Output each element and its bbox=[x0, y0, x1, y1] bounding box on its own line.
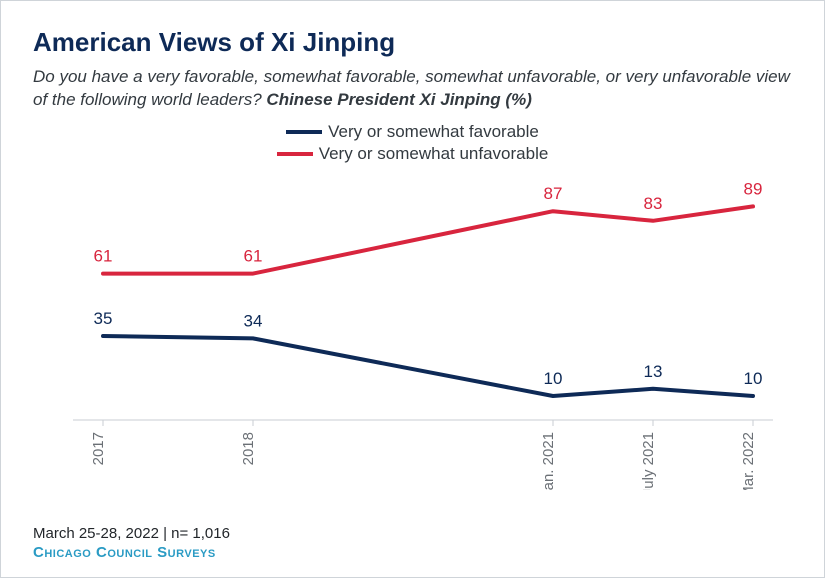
legend-label-unfavorable: Very or somewhat unfavorable bbox=[319, 144, 549, 164]
legend-swatch-unfavorable bbox=[277, 152, 313, 156]
x-axis-label: 2018 bbox=[240, 432, 257, 465]
line-chart-svg: 2017 2018 Jan. 2021 July 2021 Mar. 2022 61 61 8… bbox=[33, 170, 793, 490]
chart-plot-area: 2017 2018 Jan. 2021 July 2021 Mar. 2022 61 61 8… bbox=[33, 170, 792, 490]
chart-footer: March 25-28, 2022 | n= 1,016 Chicago Cou… bbox=[33, 525, 230, 561]
chart-subtitle: Do you have a very favorable, somewhat f… bbox=[33, 66, 792, 112]
x-axis-label: Mar. 2022 bbox=[740, 432, 757, 490]
value-label: 61 bbox=[94, 246, 113, 265]
legend-row-unfavorable: Very or somewhat unfavorable bbox=[33, 144, 792, 164]
subtitle-bold: Chinese President Xi Jinping (%) bbox=[266, 90, 531, 109]
value-label: 61 bbox=[244, 246, 263, 265]
value-label: 87 bbox=[544, 184, 563, 203]
x-axis-label: 2017 bbox=[90, 432, 107, 465]
chart-title: American Views of Xi Jinping bbox=[33, 27, 792, 58]
footer-source: Chicago Council Surveys bbox=[33, 544, 230, 561]
value-label: 35 bbox=[94, 309, 113, 328]
legend-swatch-favorable bbox=[286, 130, 322, 134]
value-label: 10 bbox=[544, 369, 563, 388]
footer-date-n: March 25-28, 2022 | n= 1,016 bbox=[33, 525, 230, 542]
x-axis-label: Jan. 2021 bbox=[540, 432, 557, 490]
chart-legend: Very or somewhat favorable Very or somew… bbox=[33, 122, 792, 164]
x-axis-label: July 2021 bbox=[640, 432, 657, 490]
legend-label-favorable: Very or somewhat favorable bbox=[328, 122, 539, 142]
chart-frame: American Views of Xi Jinping Do you have… bbox=[0, 0, 825, 578]
value-label: 34 bbox=[244, 311, 263, 330]
legend-row-favorable: Very or somewhat favorable bbox=[33, 122, 792, 142]
value-label: 13 bbox=[644, 362, 663, 381]
value-label: 10 bbox=[744, 369, 763, 388]
series-line bbox=[103, 206, 753, 273]
value-label: 89 bbox=[744, 179, 763, 198]
value-label: 83 bbox=[644, 194, 663, 213]
